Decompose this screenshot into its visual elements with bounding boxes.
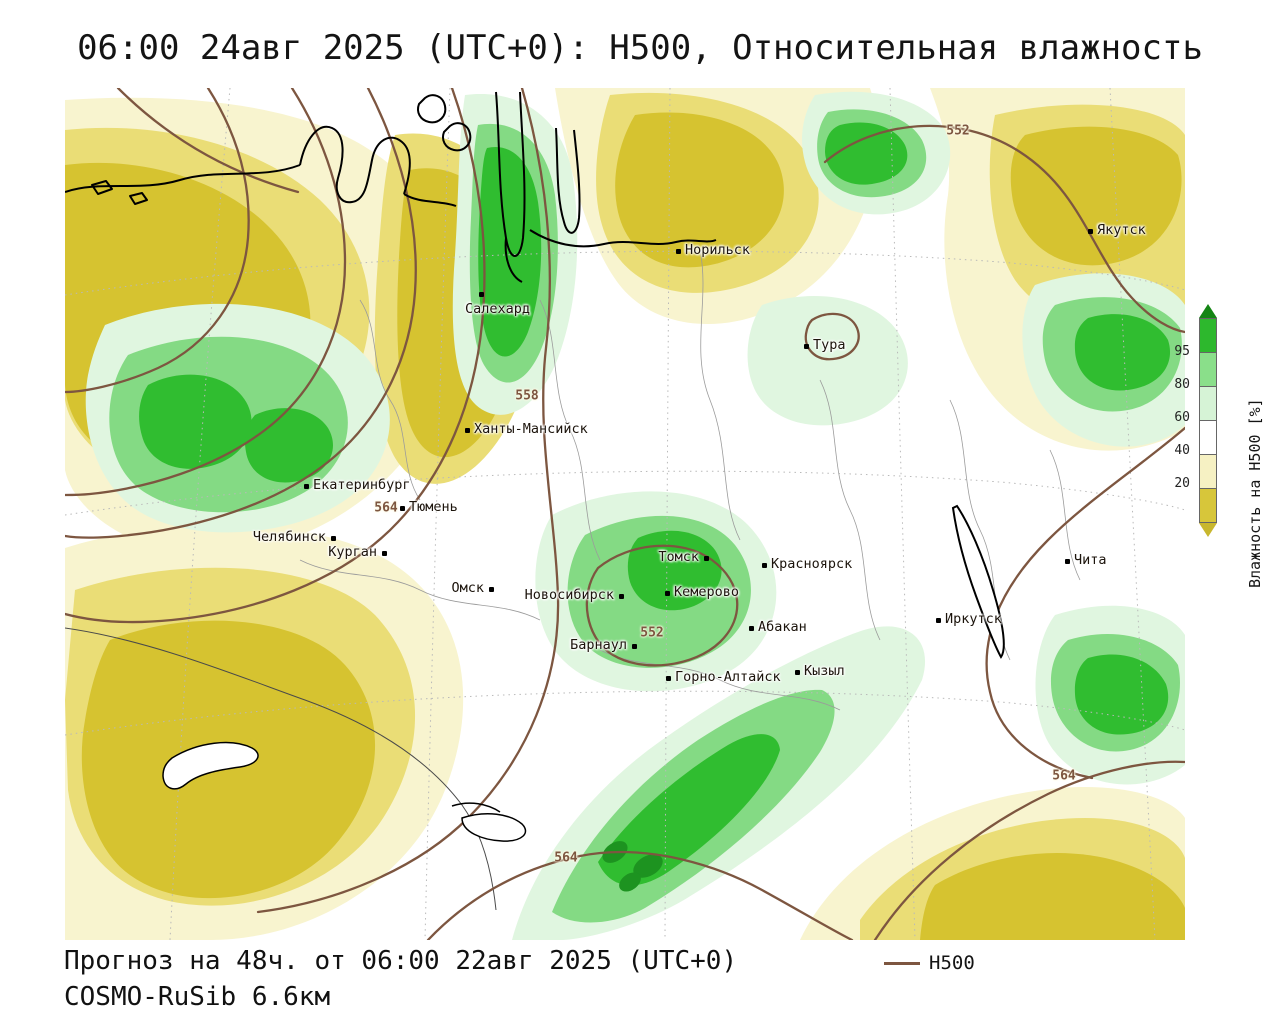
city-dot bbox=[382, 551, 387, 556]
colorbar-cell bbox=[1199, 454, 1217, 489]
colorbar-tick: 20 bbox=[1174, 476, 1190, 491]
graticule bbox=[65, 88, 1185, 940]
colorbar-arrow-bottom bbox=[1199, 523, 1217, 537]
contour-label: 564 bbox=[554, 850, 578, 866]
contour-label: 552 bbox=[946, 123, 970, 139]
city-dot bbox=[704, 556, 709, 561]
city-label: Якутск bbox=[1097, 222, 1146, 238]
city-dot bbox=[762, 563, 767, 568]
city-label: Тура bbox=[813, 337, 846, 353]
h500-legend-label: H500 bbox=[929, 952, 975, 974]
page-title: 06:00 24авг 2025 (UTC+0): H500, Относите… bbox=[77, 28, 1203, 68]
humidity-field-dark-green bbox=[602, 841, 663, 892]
river-line bbox=[451, 802, 501, 813]
city-label: Омск bbox=[451, 580, 484, 596]
city-label: Ханты-Мансийск bbox=[474, 421, 588, 437]
lake-balkhash bbox=[162, 741, 259, 790]
contour-label: 558 bbox=[515, 388, 539, 404]
colorbar-tick: 40 bbox=[1174, 443, 1190, 458]
city-label: Горно-Алтайск bbox=[675, 669, 781, 685]
city-label: Тюмень bbox=[409, 499, 458, 515]
city-label: Кемерово bbox=[674, 584, 740, 600]
city-dot bbox=[936, 618, 941, 623]
colorbar bbox=[1199, 304, 1217, 537]
city-dot bbox=[749, 626, 754, 631]
city-label: Кызыл bbox=[804, 663, 845, 679]
city-label: Иркутск bbox=[945, 611, 1002, 627]
city-dot bbox=[1088, 229, 1093, 234]
lake-zaysan bbox=[461, 813, 527, 842]
colorbar-tick: 95 bbox=[1174, 344, 1190, 359]
city-label: Новосибирск bbox=[524, 587, 614, 603]
contour-label: 552 bbox=[640, 625, 664, 641]
city-label: Барнаул bbox=[570, 637, 627, 653]
city-label: Норильск bbox=[685, 242, 751, 258]
state-border bbox=[65, 627, 497, 911]
city-dot bbox=[795, 670, 800, 675]
colorbar-tick: 60 bbox=[1174, 410, 1190, 425]
city-dot bbox=[804, 344, 809, 349]
city-label: Курган bbox=[328, 544, 377, 560]
colorbar-cells bbox=[1199, 318, 1217, 523]
contour-label: 564 bbox=[1052, 768, 1076, 784]
lake-baikal bbox=[951, 504, 1005, 659]
city-dot bbox=[665, 591, 670, 596]
colorbar-arrow-top bbox=[1199, 304, 1217, 318]
city-label: Абакан bbox=[758, 619, 807, 635]
colorbar-cell bbox=[1199, 318, 1217, 353]
city-label: Екатеринбург bbox=[313, 477, 411, 493]
humidity-field-bright-green bbox=[139, 122, 1171, 886]
city-dot bbox=[676, 249, 681, 254]
city-label: Чита bbox=[1074, 552, 1107, 568]
model-info: COSMO-RuSib 6.6км bbox=[64, 982, 331, 1012]
colorbar-axis-label: Влажность на H500 [%] bbox=[1246, 398, 1264, 588]
colorbar-cell bbox=[1199, 386, 1217, 421]
city-label: Красноярск bbox=[771, 556, 853, 572]
contour-label: 564 bbox=[374, 500, 398, 516]
colorbar-cell bbox=[1199, 488, 1217, 523]
city-dot bbox=[619, 594, 624, 599]
h500-legend-line-icon bbox=[884, 961, 920, 965]
city-label: Салехард bbox=[465, 301, 531, 317]
city-dot bbox=[666, 676, 671, 681]
city-label: Челябинск bbox=[252, 529, 326, 545]
colorbar-cell bbox=[1199, 352, 1217, 387]
colorbar-tick: 80 bbox=[1174, 377, 1190, 392]
city-dot bbox=[465, 428, 470, 433]
city-dot bbox=[304, 484, 309, 489]
city-dot bbox=[1065, 559, 1070, 564]
city-dot bbox=[331, 536, 336, 541]
colorbar-cell bbox=[1199, 420, 1217, 455]
forecast-info: Прогноз на 48ч. от 06:00 22авг 2025 (UTC… bbox=[64, 946, 738, 976]
city-dot bbox=[489, 587, 494, 592]
city-label: Томск bbox=[658, 549, 699, 565]
city-dot bbox=[632, 644, 637, 649]
city-dot bbox=[400, 506, 405, 511]
coastline bbox=[65, 91, 717, 283]
h500-legend: H500 bbox=[884, 952, 975, 974]
city-dot bbox=[479, 292, 484, 297]
